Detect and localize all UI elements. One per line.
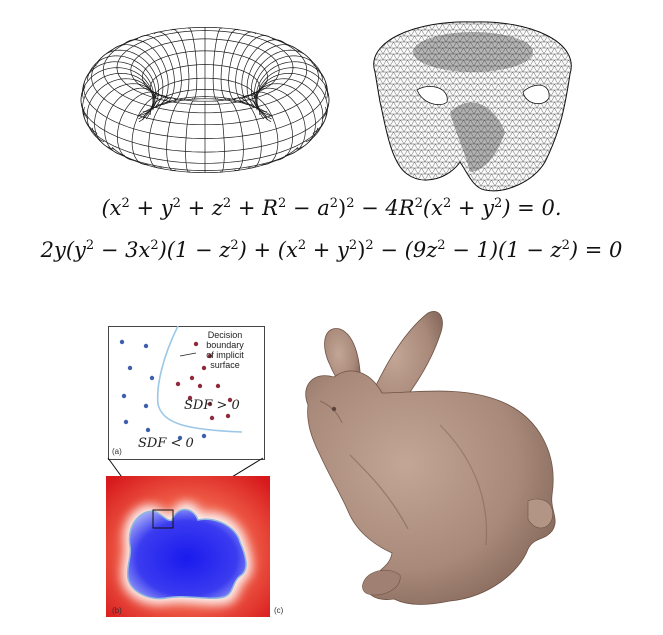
torus-grid-line [116, 136, 135, 161]
torus-grid-line [82, 91, 84, 99]
torus-grid-line [185, 151, 191, 173]
sdf-positive-label: SDF > 0 [184, 398, 240, 413]
inside-sample-dot [143, 403, 149, 409]
outside-sample-dot [207, 401, 213, 407]
outside-sample-dot [197, 383, 203, 389]
annotation-leader [179, 352, 197, 357]
torus-grid-line [142, 50, 268, 99]
torus-grid-line [241, 77, 268, 99]
torus-grid-line [241, 39, 287, 109]
torus-grid-line [142, 96, 268, 121]
torus-grid-line [116, 30, 294, 105]
torus-grid-line [212, 27, 223, 100]
torus-grid-line [82, 61, 154, 123]
torus-grid-line [94, 123, 114, 150]
annotation-line: Decision [207, 330, 243, 340]
torus-grid-line [136, 98, 274, 118]
outside-sample-dot [201, 365, 207, 371]
inside-sample-dot [201, 433, 207, 439]
boundary-annotation: Decision boundary of implicit surface [188, 330, 262, 370]
torus-grid-line [109, 44, 164, 113]
outside-sample-dot [207, 353, 213, 359]
decision-boundary-curve [156, 326, 243, 433]
torus-grid-line [104, 87, 158, 131]
torus-grid-line [275, 136, 294, 161]
torus-grid-line [166, 99, 185, 150]
inside-sample-dot [123, 419, 129, 425]
torus-grid-line [215, 100, 225, 152]
torus-grid-line [111, 147, 299, 174]
outside-sample-dot [209, 415, 215, 421]
torus-grid-line [185, 100, 195, 152]
torus-grid-line [91, 38, 319, 126]
torus-grid-line [219, 151, 225, 173]
outside-sample-dot [189, 375, 195, 381]
torus-grid-line [225, 99, 244, 150]
torus-grid-line [187, 27, 198, 100]
triangulated-surface-mesh [373, 21, 572, 192]
sdf-negative-label: SDF < 0 [138, 436, 194, 451]
torus-wireframe [80, 26, 330, 174]
outside-sample-dot [225, 413, 231, 419]
torus-grid-line [130, 38, 280, 102]
inside-sample-dot [177, 435, 183, 441]
torus-grid-line [80, 86, 330, 153]
annotation-line: of implicit [206, 350, 244, 360]
torus-grid-line [254, 99, 258, 106]
torus-equation: (x2 + y2 + z2 + R2 − a2)2 − 4R2(x2 + y2)… [101, 196, 562, 220]
torus-grid-line [86, 116, 105, 143]
torus-grid-line [149, 64, 261, 99]
torus-grid-line [166, 149, 176, 171]
bunny-eye [331, 406, 337, 412]
torus-grid-line [252, 87, 306, 131]
panel-c-label: (c) [274, 606, 284, 615]
inside-sample-dot [149, 375, 155, 381]
panel-a-box [108, 326, 265, 460]
torus-grid-line [246, 44, 301, 113]
torus-grid-line [325, 107, 327, 113]
outside-sample-dot [193, 341, 199, 347]
panel-b-label: (b) [112, 606, 122, 615]
annotation-line: surface [210, 360, 240, 370]
torus-grid-line [253, 87, 261, 99]
bunny-mesh [305, 311, 556, 605]
torus-grid-line [326, 91, 328, 99]
outside-sample-dot [227, 397, 233, 403]
inside-sample-dot [127, 365, 133, 371]
torus-grid-line [91, 127, 319, 171]
torus-grid-line [234, 149, 244, 171]
torus-grid-line [256, 61, 328, 123]
annotation-line: boundary [206, 340, 244, 350]
torus-grid-line [123, 39, 169, 109]
surface-equation: 2y(y2 − 3x2)(1 − z2) + (x2 + y2)2 − (9z2… [40, 238, 623, 262]
outside-sample-dot [215, 383, 221, 389]
torus-grid-line [271, 38, 319, 78]
torus-grid-line [296, 123, 316, 150]
outside-sample-dot [187, 395, 193, 401]
torus-grid-line [83, 107, 327, 164]
torus-grid-line [312, 64, 327, 88]
inside-sample-dot [119, 339, 125, 345]
inside-sample-dot [121, 393, 127, 399]
outside-sample-dot [175, 381, 181, 387]
panel-a-label: (a) [112, 447, 122, 456]
torus-grid-line [149, 89, 261, 115]
inside-sample-dot [143, 343, 149, 349]
sdf-heatmap [106, 476, 270, 617]
torus-grid-line [152, 77, 258, 106]
torus-grid-line [83, 64, 327, 139]
panel-a-plot [119, 326, 243, 441]
inside-sample-dot [145, 427, 151, 433]
zoom-region-box [152, 509, 174, 529]
